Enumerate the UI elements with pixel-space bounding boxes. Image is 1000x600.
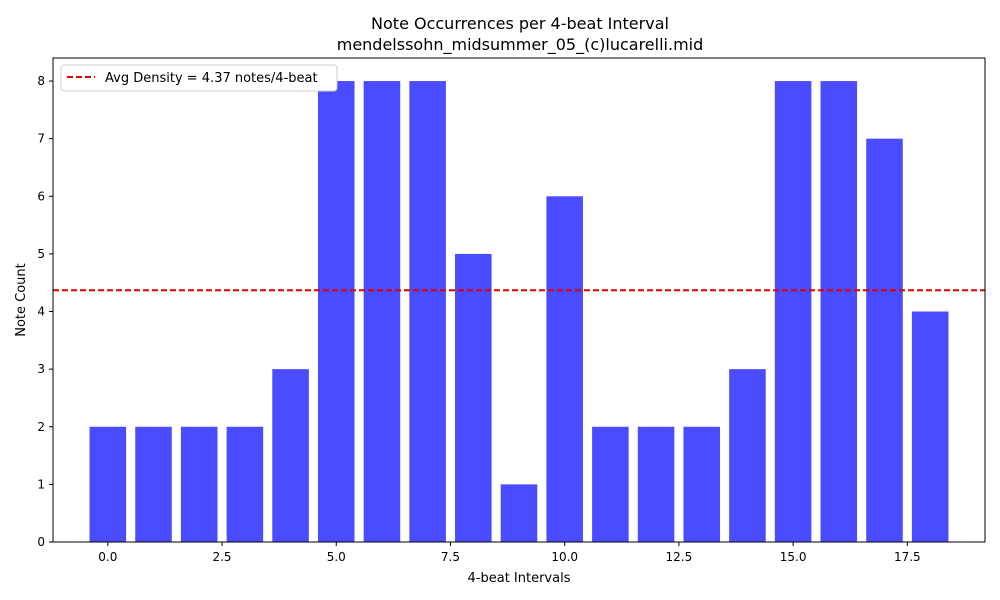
bar-13 [683, 426, 721, 542]
y-axis-ticks: 0 1 2 3 4 5 6 7 8 [37, 74, 53, 549]
y-tick-label: 7 [37, 132, 45, 146]
x-tick-label: 17.5 [894, 550, 921, 564]
bar-18 [911, 311, 949, 542]
x-tick-label: 10.0 [551, 550, 578, 564]
y-tick-label: 4 [37, 305, 45, 319]
y-tick-label: 0 [37, 535, 45, 549]
bar-4 [272, 369, 309, 542]
bar-16 [820, 81, 858, 543]
bar-12 [637, 426, 675, 542]
bar-15 [774, 81, 812, 543]
y-axis-label: Note Count [14, 263, 29, 337]
bar-8 [455, 253, 492, 542]
legend: Avg Density = 4.37 notes/4-beat [60, 64, 338, 92]
plot-frame [52, 57, 986, 543]
x-tick-label: 15.0 [780, 550, 807, 564]
bar-10 [546, 196, 583, 543]
bar-17 [866, 138, 903, 542]
bar-11 [592, 426, 629, 542]
x-tick-label: 2.5 [212, 550, 231, 564]
y-tick-label: 8 [37, 74, 45, 88]
bar-9 [500, 484, 538, 542]
bar-2 [180, 426, 218, 542]
y-tick-label: 2 [37, 420, 45, 434]
bar-1 [135, 426, 172, 542]
chart-title: Note Occurrences per 4-beat Interval [371, 14, 669, 33]
x-tick-label: 0.0 [98, 550, 117, 564]
bar-14 [729, 369, 766, 542]
chart-subtitle: mendelssohn_midsummer_05_(c)lucarelli.mi… [337, 35, 704, 55]
bar-6 [363, 81, 401, 543]
x-tick-label: 5.0 [327, 550, 346, 564]
legend-box [60, 64, 338, 92]
bar-0 [89, 426, 127, 542]
bar-5 [317, 81, 355, 543]
y-tick-label: 1 [37, 477, 45, 491]
x-tick-label: 12.5 [666, 550, 693, 564]
x-axis-ticks: 0.0 2.5 5.0 7.5 10.0 12.5 15.0 17.5 [98, 542, 921, 564]
y-tick-label: 5 [37, 247, 45, 261]
y-tick-label: 6 [37, 189, 45, 203]
bar-3 [226, 426, 264, 542]
legend-avg-label: Avg Density = 4.37 notes/4-beat [105, 71, 318, 86]
x-tick-label: 7.5 [441, 550, 460, 564]
bars-group [89, 81, 949, 543]
bar-7 [409, 81, 446, 543]
y-tick-label: 3 [37, 362, 45, 376]
x-axis-label: 4-beat Intervals [468, 571, 571, 586]
